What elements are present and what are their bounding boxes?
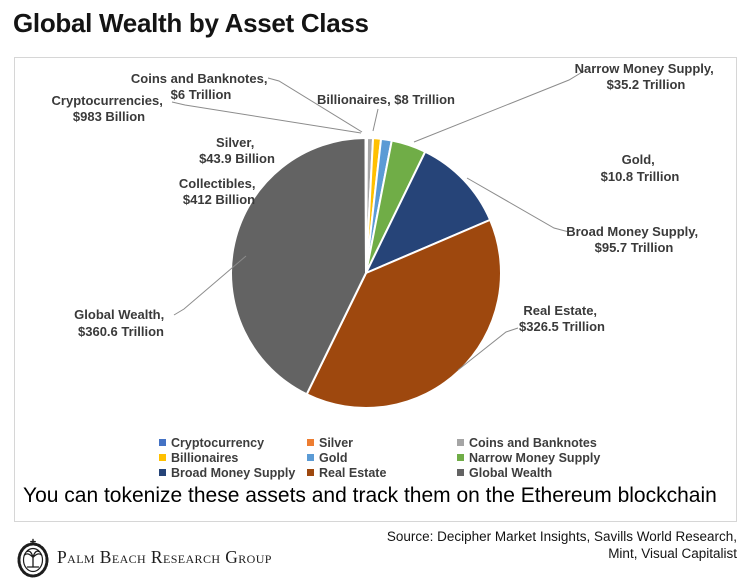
legend-swatch [307, 454, 314, 461]
legend-item-coins-and-banknotes: Coins and Banknotes [457, 435, 600, 450]
pie-label-narrow-money-supply: Narrow Money Supply, $35.2 Trillion [575, 61, 718, 92]
leader-line-coins-and-banknotes [267, 77, 363, 133]
source-line-2: Mint, Visual Capitalist [608, 546, 737, 561]
leader-line-global-wealth [173, 255, 247, 316]
pie-slices-group [230, 136, 502, 409]
legend-swatch [457, 469, 464, 476]
chart-legend: Cryptocurrency Silver Coins and Banknote… [159, 435, 600, 480]
legend-item-narrow-money-supply: Narrow Money Supply [457, 450, 600, 465]
pie-label-coins-and-banknotes: Coins and Banknotes, $6 Trillion [131, 71, 271, 102]
pie-label-collectibles: Collectibles, $412 Billion [179, 176, 259, 207]
pie-label-billionaires: Billionaires, $8 Trillion [317, 92, 455, 107]
legend-swatch [457, 454, 464, 461]
leader-line-broad-money-supply [466, 177, 570, 233]
legend-swatch [307, 439, 314, 446]
leader-line-billionaires [372, 108, 379, 132]
pie-slice-broad-money-supply [365, 150, 492, 274]
legend-item-global-wealth: Global Wealth [457, 465, 600, 480]
brand-crest-icon [17, 538, 49, 578]
source-line-1: Source: Decipher Market Insights, Savill… [386, 529, 737, 544]
pie-label-global-wealth: Global Wealth, $360.6 Trillion [74, 307, 168, 339]
legend-label: Gold [319, 450, 348, 465]
legend-swatch [457, 439, 464, 446]
legend-item-billionaires: Billionaires [159, 450, 307, 465]
pie-slice-real-estate [305, 218, 502, 409]
legend-label: Billionaires [171, 450, 239, 465]
caption-text: You can tokenize these assets and track … [23, 484, 717, 507]
chart-panel: Coins and Banknotes, $6 Trillion Cryptoc… [14, 57, 737, 522]
legend-label: Broad Money Supply [171, 465, 296, 480]
pie-label-real-estate: Real Estate, $326.5 Trillion [519, 303, 605, 334]
legend-swatch [159, 439, 166, 446]
pie-slice-global-wealth [230, 137, 367, 396]
legend-swatch [159, 469, 166, 476]
legend-label: Narrow Money Supply [469, 450, 601, 465]
leader-line-real-estate [457, 327, 519, 371]
legend-item-gold: Gold [307, 450, 457, 465]
leader-line-narrow-money-supply [413, 70, 585, 143]
legend-label: Global Wealth [469, 465, 553, 480]
legend-label: Cryptocurrency [171, 435, 265, 450]
legend-swatch [159, 454, 166, 461]
legend-label: Silver [319, 435, 354, 450]
pie-label-silver: Silver, $43.9 Billion [199, 135, 275, 166]
pie-label-cryptocurrency: Cryptocurrencies, $983 Billion [52, 93, 167, 124]
pie-label-gold: Gold, $10.8 Trillion [601, 152, 680, 184]
page-title: Global Wealth by Asset Class [13, 8, 369, 38]
legend-item-broad-money-supply: Broad Money Supply [159, 465, 307, 480]
source-attribution: Source: Decipher Market Insights, Savill… [387, 528, 737, 562]
brand: Palm Beach Research Group [16, 536, 272, 578]
pie-label-broad-money-supply: Broad Money Supply, $95.7 Trillion [566, 224, 702, 255]
legend-item-cryptocurrency: Cryptocurrency [159, 435, 307, 450]
legend-label: Real Estate [319, 465, 387, 480]
leader-line-cryptocurrency [171, 101, 362, 134]
legend-swatch [307, 469, 314, 476]
brand-name: Palm Beach Research Group [57, 546, 272, 567]
legend-item-real-estate: Real Estate [307, 465, 457, 480]
legend-item-silver: Silver [307, 435, 457, 450]
pie-chart: Coins and Banknotes, $6 Trillion Cryptoc… [52, 61, 718, 409]
legend-label: Coins and Banknotes [469, 435, 597, 450]
